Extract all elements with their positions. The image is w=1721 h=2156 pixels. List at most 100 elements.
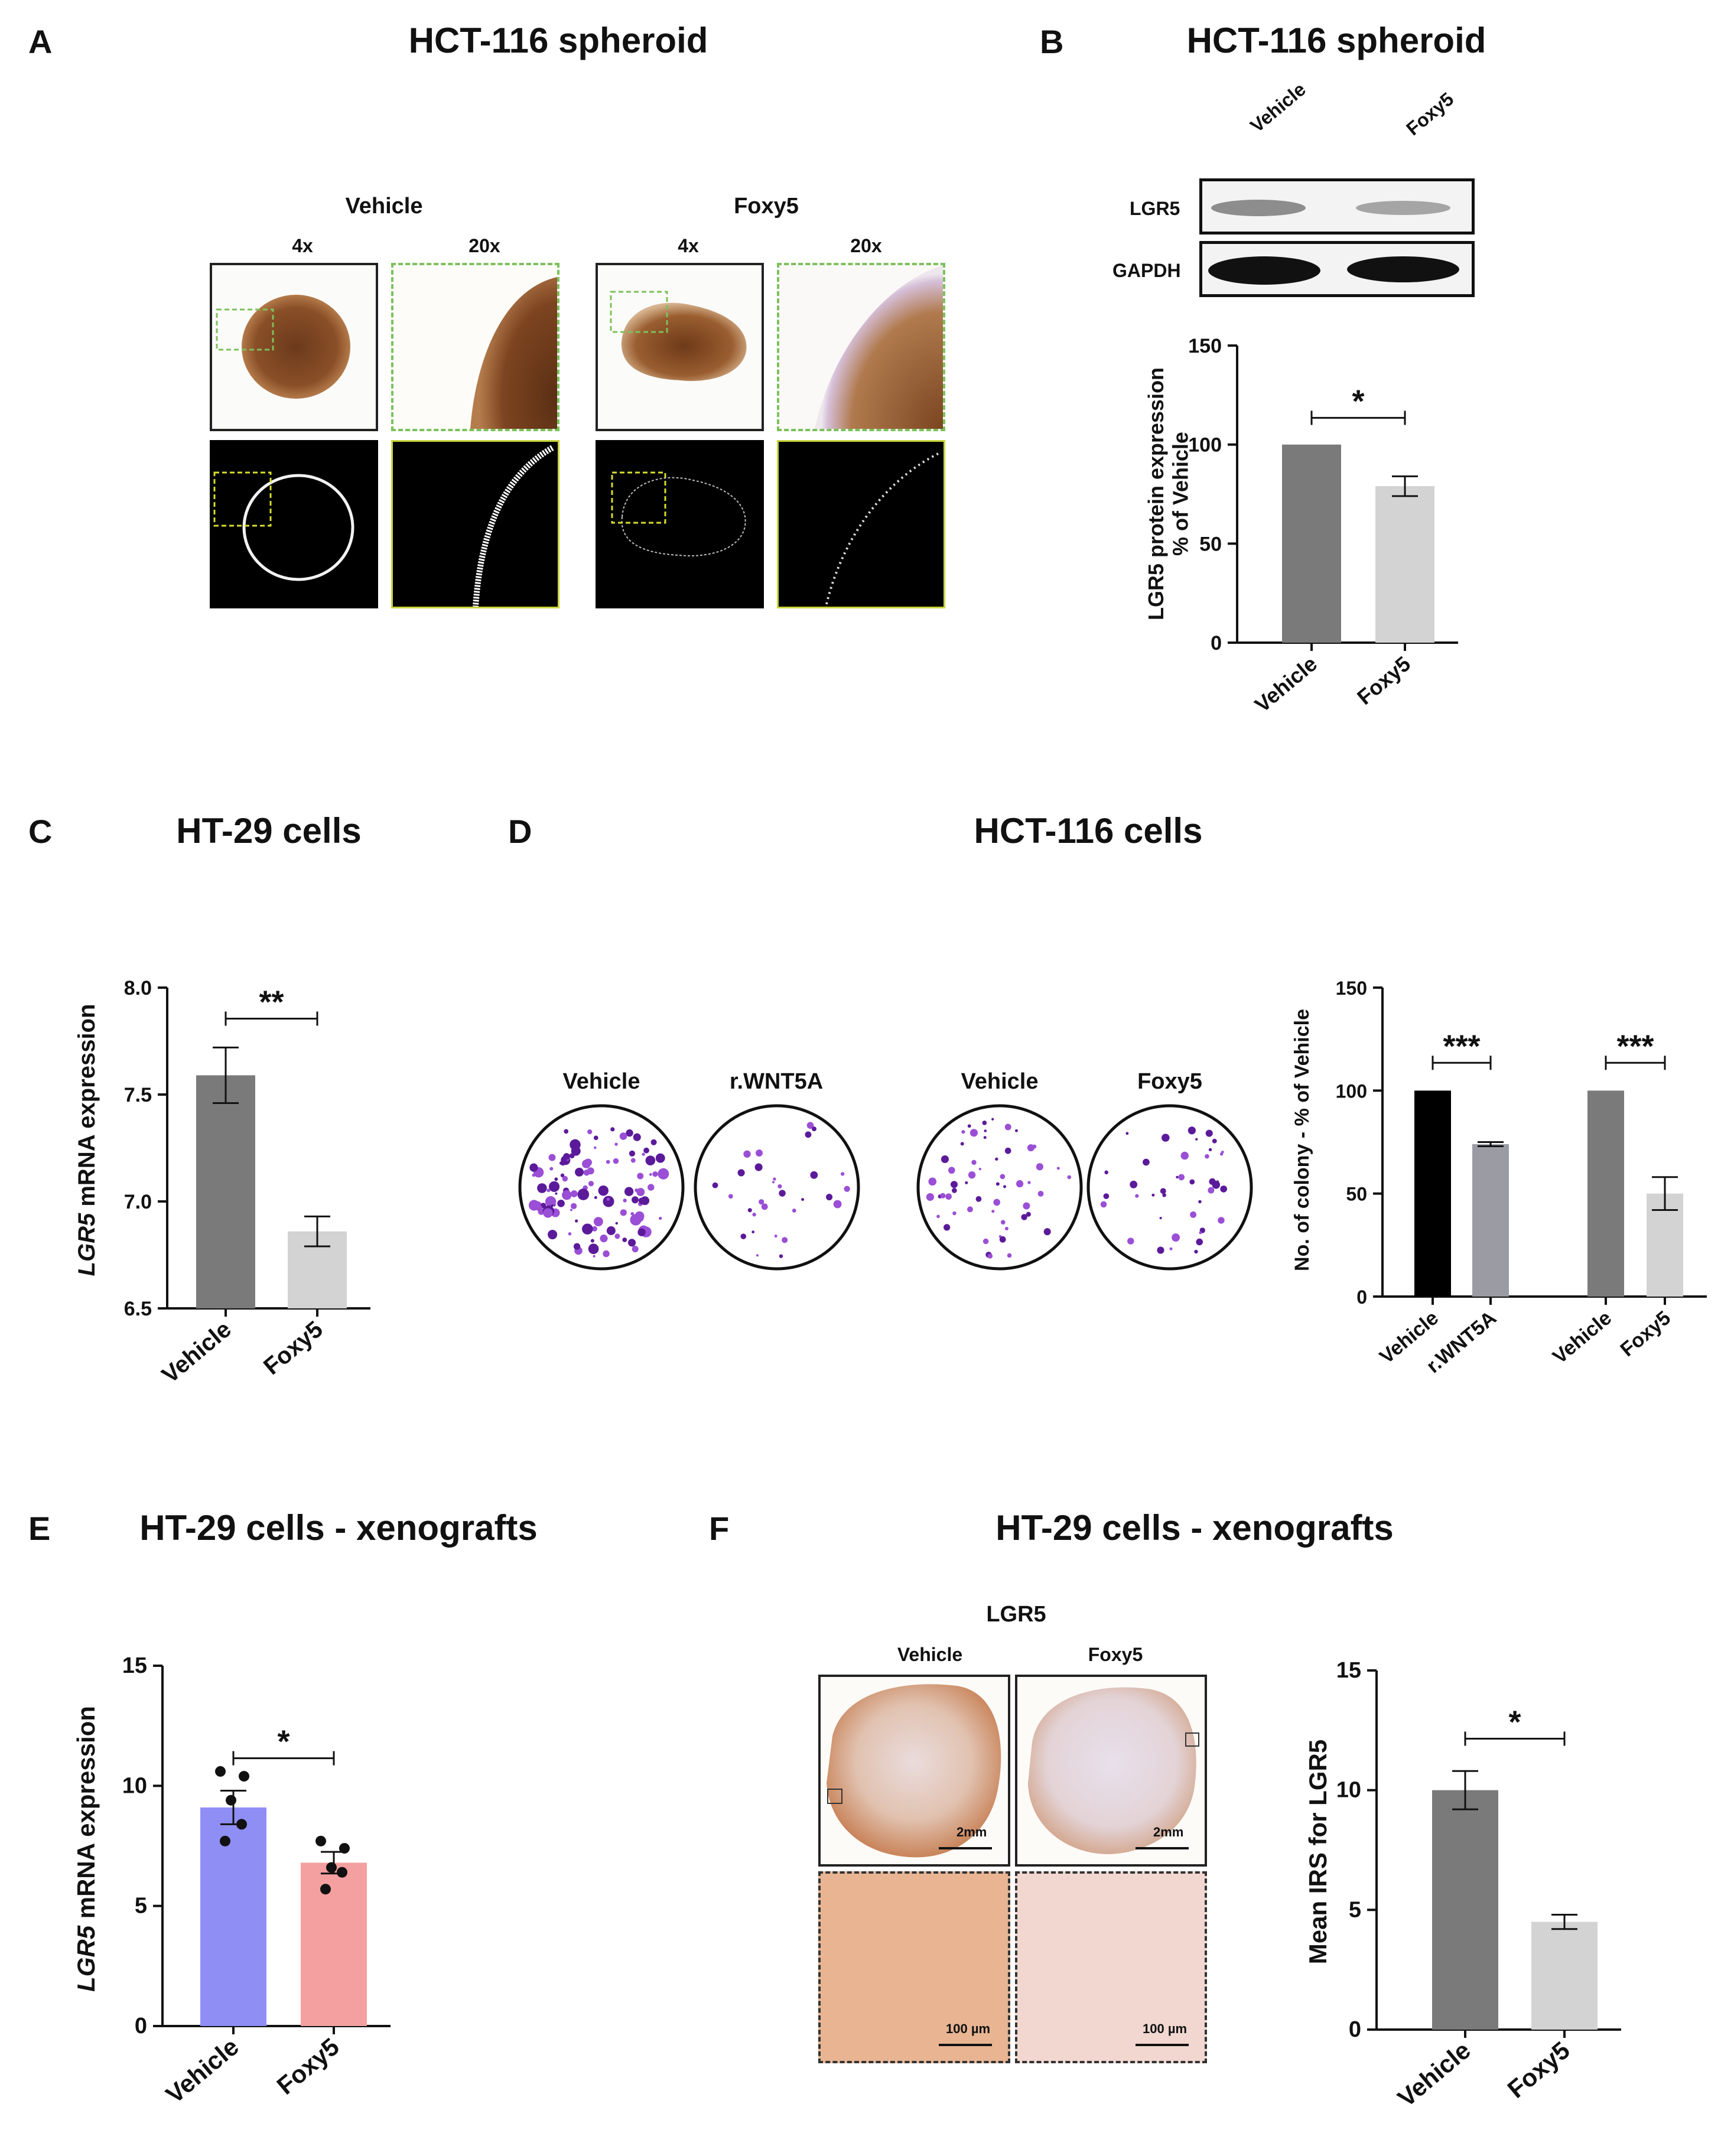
chart-f-x-tick-label: Vehicle (1393, 2036, 1476, 2112)
colony-dot (999, 1236, 1006, 1243)
panel-letter-e: E (28, 1510, 51, 1547)
colony-dot (1157, 1246, 1164, 1254)
colony-dot (971, 1160, 977, 1165)
a-vehicle-4x-brightfield (210, 263, 378, 431)
colony-dot (1027, 1181, 1031, 1184)
colony-dot (752, 1213, 756, 1217)
colony-dot (759, 1199, 764, 1205)
chart-e: 0 5 10 15 LGR5 mRNA expression Vehicle Foxy5 * (72, 1653, 391, 2109)
colony-dot (600, 1235, 608, 1243)
colony-dot (635, 1188, 639, 1192)
chart-b-sig-label: * (1352, 383, 1364, 419)
colony-dot (577, 1188, 590, 1200)
colony-dot (1176, 1175, 1179, 1178)
colony-dot (575, 1167, 584, 1177)
panel-e-title: HT-29 cells - xenografts (139, 1508, 538, 1548)
colony-dot (967, 1124, 971, 1128)
panel-a-title: HCT-116 spheroid (408, 21, 708, 60)
b-blot-row-gapdh: GAPDH (1112, 260, 1181, 281)
colony-dot (658, 1216, 662, 1220)
colony-dot (941, 1155, 949, 1164)
chart-e-y-tick-label: 10 (122, 1773, 147, 1798)
colony-dot (619, 1132, 627, 1140)
colony-dot (593, 1217, 603, 1227)
f-ihc-vehicle-tissue: 2mm (818, 1675, 1010, 1867)
colony-dot (571, 1203, 577, 1210)
colony-dot (1212, 1138, 1217, 1144)
colony-dot (546, 1188, 551, 1193)
colony-dot (1188, 1126, 1196, 1135)
colony-dot (606, 1160, 610, 1164)
chart-b-y-tick-label: 100 (1188, 434, 1222, 457)
colony-dot (614, 1142, 618, 1146)
colony-dot (844, 1186, 850, 1192)
colony-dot (811, 1126, 817, 1132)
colony-dot (1135, 1194, 1139, 1198)
colony-dot (610, 1127, 615, 1132)
colony-dot (583, 1170, 587, 1174)
colony-dot (968, 1171, 976, 1179)
colony-dot (1021, 1214, 1027, 1220)
a-foxy5-label: Foxy5 (734, 194, 799, 219)
chart-d-x-tick-label: Foxy5 (1616, 1307, 1675, 1361)
colony-dot (1218, 1217, 1225, 1224)
chart-f-x-tick-label: Foxy5 (1502, 2036, 1575, 2103)
colony-dot (961, 1130, 965, 1134)
panel-b-title: HCT-116 spheroid (1186, 21, 1486, 60)
chart-d-y-tick-label: 150 (1336, 978, 1367, 999)
colony-dot (564, 1129, 569, 1134)
colony-dot (1162, 1134, 1170, 1142)
colony-dot (575, 1219, 578, 1223)
colony-dot (570, 1190, 578, 1197)
chart-c-bar (196, 1075, 255, 1308)
panel-letter-d: D (508, 813, 532, 850)
a-vehicle-20x-label: 20x (469, 235, 500, 256)
colony-dot (1172, 1233, 1180, 1242)
f-ihc-vehicle-scale-text: 2mm (957, 1825, 987, 1839)
colony-dot (623, 1198, 627, 1203)
colony-dot (1000, 1174, 1006, 1180)
panel-letter-f: F (709, 1510, 730, 1547)
colony-dot (772, 1181, 775, 1184)
colony-dot (1212, 1181, 1221, 1189)
colony-dot (1000, 1220, 1006, 1225)
colony-dot (655, 1153, 665, 1163)
chart-c-y-tick-label: 7.0 (124, 1191, 152, 1213)
colony-dot (642, 1152, 645, 1156)
colony-dot (598, 1185, 609, 1196)
colony-dot (633, 1133, 641, 1141)
colony-dot (756, 1254, 759, 1257)
chart-b-x-tick-label: Vehicle (1250, 652, 1322, 717)
colony-dot (1036, 1163, 1043, 1171)
chart-e-data-point (226, 1795, 236, 1806)
chart-f-y-tick-label: 15 (1336, 1658, 1361, 1683)
chart-c: 6.5 7.0 7.5 8.0 LGR5 mRNA expression Vehicle F… (74, 977, 370, 1389)
colony-dot (637, 1228, 646, 1236)
colony-dot (991, 1118, 994, 1121)
colony-dot (756, 1149, 763, 1157)
colony-dot (549, 1167, 554, 1171)
colony-dot (548, 1181, 560, 1192)
chart-c-y-tick-label: 8.0 (124, 977, 152, 999)
colony-dot (1143, 1158, 1150, 1166)
colony-dot (573, 1243, 581, 1250)
colony-dot (743, 1150, 751, 1158)
colony-dot (1189, 1179, 1195, 1185)
colony-dot (967, 1206, 973, 1213)
colony-dot (841, 1172, 845, 1176)
colony-dot (658, 1168, 669, 1180)
colony-dot (548, 1154, 556, 1161)
colony-dot (645, 1155, 656, 1165)
colony-dot (782, 1237, 788, 1243)
colony-dot (637, 1173, 644, 1180)
a-foxy5-4x-fluorescence (596, 440, 764, 608)
f-ihc-foxy5-zoom: 100 µm (1015, 1871, 1207, 2063)
colony-dot (754, 1163, 763, 1171)
b-blot-row-lgr5: LGR5 (1130, 198, 1180, 219)
colony-dot (603, 1196, 614, 1207)
chart-e-data-point (215, 1766, 226, 1777)
colony-dot (1169, 1247, 1173, 1250)
chart-c-y-tick-label: 7.5 (124, 1084, 152, 1106)
f-ihc-vehicle-zoom-scale-text: 100 µm (946, 2021, 991, 2036)
colony-dot (594, 1196, 597, 1199)
